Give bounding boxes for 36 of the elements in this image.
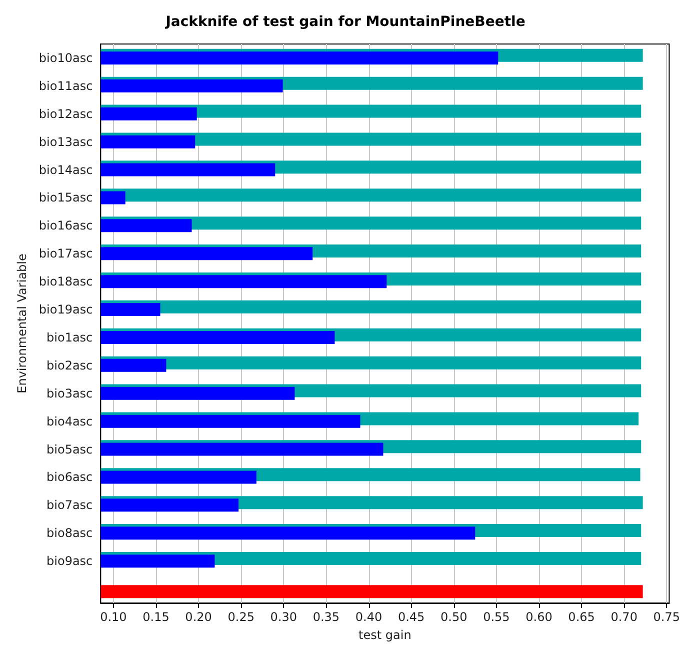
y-tick-label: bio10asc — [38, 50, 93, 65]
x-tick-label: 0.50 — [440, 610, 468, 624]
y-tick-label: bio5asc — [46, 442, 93, 456]
x-tick-label: 0.75 — [653, 610, 680, 624]
x-tick-label: 0.20 — [185, 610, 212, 624]
y-tick-label: bio9asc — [46, 554, 93, 568]
y-tick-label: bio12asc — [38, 106, 93, 121]
y-tick-label: bio19asc — [38, 302, 93, 317]
x-tick-label: 0.70 — [610, 610, 638, 624]
x-tick-label: 0.25 — [228, 610, 254, 624]
y-tick-label: bio13asc — [38, 134, 93, 149]
y-tick-label: bio18asc — [38, 274, 93, 289]
x-tick-label: 0.35 — [312, 610, 340, 624]
chart-title: Jackknife of test gain for MountainPineBeetle — [164, 14, 526, 30]
x-tick-label: 0.10 — [100, 610, 127, 624]
y-axis-title: Environmental Variable — [15, 254, 29, 394]
y-tick-label: bio11asc — [38, 78, 93, 93]
y-tick-label: bio4asc — [46, 414, 93, 428]
x-axis-title: test gain — [358, 628, 412, 642]
x-tick-label: 0.60 — [526, 610, 552, 624]
y-tick-label: bio3asc — [46, 386, 93, 400]
x-tick-label: 0.15 — [142, 610, 170, 624]
x-tick-label: 0.65 — [568, 610, 595, 624]
x-tick-label: 0.40 — [355, 610, 382, 624]
x-tick-label: 0.55 — [483, 610, 510, 624]
y-tick-label: bio14asc — [38, 162, 93, 177]
y-tick-label: bio7asc — [46, 498, 93, 512]
y-tick-label: bio17asc — [38, 246, 93, 261]
y-tick-label: bio8asc — [46, 526, 93, 540]
y-tick-label: bio2asc — [46, 358, 93, 372]
y-tick-label: bio15asc — [38, 190, 93, 205]
x-tick-label: 0.45 — [398, 610, 425, 624]
y-tick-label: bio1asc — [46, 330, 93, 344]
y-tick-label: bio16asc — [38, 218, 93, 233]
y-tick-label: bio6asc — [46, 470, 93, 484]
x-tick-label: 0.30 — [270, 610, 298, 624]
